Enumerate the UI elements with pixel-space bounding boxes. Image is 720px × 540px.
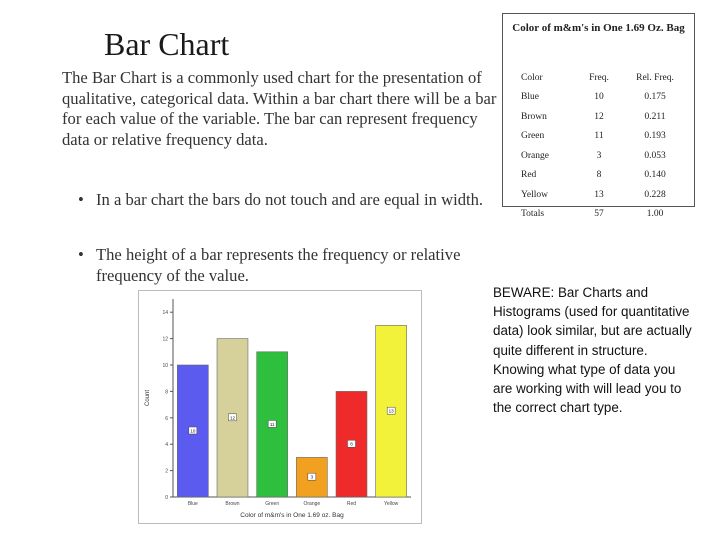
cell-rel-freq: 0.175: [644, 92, 666, 103]
header-rel-freq: Rel. Freq.: [636, 72, 674, 83]
frequency-table: Color of m&m's in One 1.69 Oz. Bag Color…: [502, 13, 695, 219]
table-totals-row: Totals 57 1.00: [509, 205, 691, 225]
cell-freq: 3: [596, 150, 602, 161]
cell-color: Orange: [521, 150, 549, 161]
y-tick-label: 12: [162, 337, 168, 343]
intro-paragraph: The Bar Chart is a commonly used chart f…: [62, 68, 497, 149]
y-tick-label: 4: [165, 442, 168, 448]
cell-color: Brown: [521, 111, 547, 122]
bar-value-label: 10: [190, 429, 196, 434]
bar-label-box: [307, 472, 317, 481]
cell-rel-freq: 0.211: [644, 111, 666, 122]
x-tick-label: Blue: [188, 501, 198, 507]
bar-value-label: 12: [230, 415, 236, 420]
bar-value-label: 11: [270, 422, 275, 427]
table-row: Green 11 0.193: [509, 127, 691, 147]
bullet-text: In a bar chart the bars do not touch and…: [96, 190, 484, 209]
cell-rel-freq: 1.00: [646, 209, 664, 220]
cell-color: Blue: [521, 92, 539, 103]
x-tick-label: Yellow: [384, 501, 399, 507]
frequency-table-title: Color of m&m's in One 1.69 Oz. Bag: [512, 22, 685, 34]
cell-freq: 10: [594, 92, 604, 103]
y-tick-label: 8: [165, 389, 168, 395]
cell-freq: 57: [594, 209, 604, 220]
bullet-text: The height of a bar represents the frequ…: [96, 245, 461, 285]
bar-label-box: [188, 426, 198, 435]
x-tick-label: Green: [265, 501, 279, 507]
cell-freq: 13: [594, 189, 604, 200]
header-freq: Freq.: [589, 72, 609, 83]
table-row: Red 8 0.140: [509, 166, 691, 186]
bullet-glyph: •: [78, 190, 84, 209]
bar-label-box: [347, 439, 356, 448]
bar-value-label: 13: [389, 409, 395, 414]
bar-chart: 0 2 4 6 8 10 12 14 Count 10 Blue 12 Brown 11 Green 3 Ora…: [138, 290, 422, 524]
frequency-table-grid: Color Freq. Rel. Freq. Blue 10 0.175 Bro…: [509, 68, 691, 224]
bullet-bar-height: • The height of a bar represents the fre…: [78, 245, 508, 286]
cell-rel-freq: 0.053: [644, 150, 666, 161]
table-header-row: Color Freq. Rel. Freq.: [509, 68, 691, 88]
y-tick-label: 14: [162, 310, 168, 316]
x-tick-label: Brown: [225, 501, 239, 507]
cell-color: Totals: [521, 209, 545, 220]
cell-rel-freq: 0.140: [644, 170, 666, 181]
table-row: Yellow 13 0.228: [509, 185, 691, 205]
bar-value-label: 8: [350, 442, 353, 447]
x-tick-label: Orange: [303, 501, 320, 507]
slide-title: Bar Chart: [104, 26, 230, 62]
cell-color: Green: [521, 131, 545, 142]
cell-freq: 8: [596, 170, 602, 181]
cell-freq: 12: [594, 111, 604, 122]
bar-label-box: [228, 413, 237, 422]
table-row: Orange 3 0.053: [509, 146, 691, 166]
cell-freq: 11: [594, 131, 604, 142]
cell-rel-freq: 0.228: [644, 189, 666, 200]
bar-label-box: [386, 406, 396, 415]
cell-color: Red: [521, 170, 537, 181]
y-tick-label: 10: [162, 363, 168, 369]
x-axis-label: Color of m&m's in One 1.69 oz. Bag: [240, 512, 344, 519]
bar-value-label: 3: [311, 475, 314, 480]
cell-color: Yellow: [521, 189, 549, 200]
y-tick-label: 6: [165, 416, 168, 422]
bullet-glyph: •: [78, 245, 84, 264]
bullet-bars-equal-width: • In a bar chart the bars do not touch a…: [78, 190, 488, 211]
header-color: Color: [521, 72, 543, 83]
x-tick-label: Red: [347, 501, 356, 507]
y-axis-label: Count: [145, 390, 151, 406]
y-tick-label: 2: [165, 469, 168, 475]
table-row: Brown 12 0.211: [509, 107, 691, 127]
beware-note: BEWARE: Bar Charts and Histograms (used …: [493, 285, 692, 416]
cell-rel-freq: 0.193: [644, 131, 666, 142]
table-row: Blue 10 0.175: [509, 88, 691, 108]
bar-label-box: [267, 420, 277, 428]
bar-chart-svg: 0 2 4 6 8 10 12 14 Count 10 Blue 12 Brown 11 Green 3 Ora…: [145, 299, 411, 519]
y-tick-label: 0: [165, 495, 168, 501]
